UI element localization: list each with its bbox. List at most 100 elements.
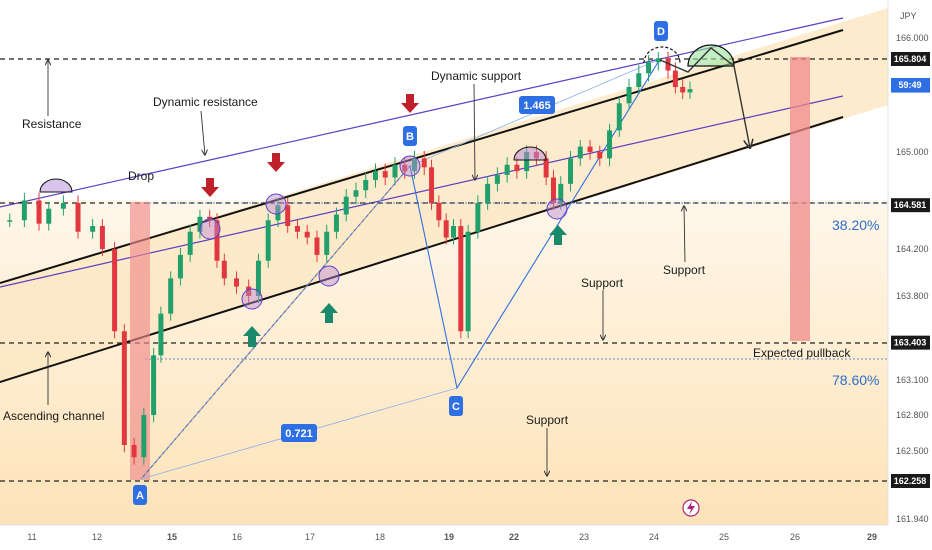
y-level-tags: 165.804 164.581 163.403 162.258 bbox=[891, 52, 930, 488]
touch-circle bbox=[399, 155, 421, 177]
projection-path bbox=[659, 47, 750, 148]
candle-body bbox=[131, 445, 137, 458]
y-tick-label: 161.940 bbox=[896, 514, 929, 524]
price-level-text: 165.804 bbox=[894, 54, 927, 64]
candle-body bbox=[504, 164, 510, 175]
touch-circle bbox=[318, 265, 340, 287]
candle-body bbox=[294, 226, 300, 232]
candle-body bbox=[616, 103, 622, 131]
candle-body bbox=[158, 313, 164, 356]
y-tick-label: 163.800 bbox=[896, 291, 929, 301]
x-tick-label: 25 bbox=[719, 532, 729, 542]
down-arrow-icon bbox=[201, 178, 219, 197]
down-arrow-icon bbox=[401, 94, 419, 113]
candle-body bbox=[680, 87, 686, 93]
label-expected-pullback: Expected pullback bbox=[753, 346, 851, 360]
candle-body bbox=[90, 226, 96, 232]
candle-body bbox=[197, 216, 203, 232]
lightning-icon[interactable] bbox=[682, 499, 700, 517]
x-tick-label: 15 bbox=[167, 532, 177, 542]
candle-body bbox=[392, 164, 398, 178]
point-c-tag bbox=[449, 396, 463, 416]
candle-body bbox=[465, 231, 471, 332]
candle-body bbox=[46, 208, 52, 224]
touch-circle bbox=[241, 288, 263, 310]
pullback-zone bbox=[790, 57, 810, 341]
candle-body bbox=[255, 260, 261, 296]
candle-body bbox=[333, 214, 339, 232]
label-support-1: Support bbox=[581, 276, 624, 290]
candle-body bbox=[514, 164, 520, 172]
rejection-arc bbox=[513, 146, 547, 161]
candle-body bbox=[187, 231, 193, 255]
rejection-arc bbox=[39, 178, 73, 193]
x-tick-label: 24 bbox=[649, 532, 659, 542]
point-c-label: C bbox=[452, 401, 460, 413]
y-tick-label: 164.200 bbox=[896, 244, 929, 254]
point-a-label: A bbox=[136, 490, 144, 502]
candle-body bbox=[221, 260, 227, 279]
candle-body bbox=[587, 146, 593, 152]
candle-body bbox=[450, 226, 456, 238]
point-b-tag bbox=[403, 126, 417, 146]
label-dynamic-support: Dynamic support bbox=[431, 69, 522, 83]
touch-circle bbox=[265, 193, 287, 215]
price-level-tag bbox=[891, 335, 930, 350]
down-arrow-icon bbox=[267, 153, 285, 172]
candle-body bbox=[597, 152, 603, 159]
x-tick-label: 29 bbox=[867, 532, 877, 542]
touch-markers bbox=[199, 155, 568, 310]
candle-body bbox=[436, 203, 442, 221]
candle-body bbox=[151, 355, 157, 415]
up-arrow-icon bbox=[243, 326, 261, 347]
currency-label: JPY bbox=[900, 11, 917, 21]
touch-circle bbox=[199, 218, 221, 240]
candle-body bbox=[372, 171, 378, 181]
candle-body bbox=[458, 226, 464, 332]
x-ticks: 11 12 15 16 17 18 19 22 23 24 25 26 29 bbox=[27, 532, 877, 542]
down-arrows bbox=[201, 94, 419, 197]
candle-body bbox=[672, 70, 678, 87]
drop-zone bbox=[130, 202, 150, 480]
candle-body bbox=[411, 158, 417, 172]
ratio-cd-text: 1.465 bbox=[523, 100, 551, 112]
candle-body bbox=[655, 58, 661, 63]
candle-body bbox=[177, 254, 183, 279]
candle-body bbox=[687, 89, 693, 93]
x-tick-label: 18 bbox=[375, 532, 385, 542]
candle-body bbox=[646, 62, 652, 74]
candle-body bbox=[21, 200, 27, 221]
candle-body bbox=[36, 200, 42, 224]
countdown-text: 59:49 bbox=[898, 80, 921, 90]
time-axis[interactable] bbox=[0, 525, 888, 550]
x-tick-label: 23 bbox=[579, 532, 589, 542]
candle-body bbox=[402, 164, 408, 172]
candle-body bbox=[443, 220, 449, 238]
candle-body bbox=[141, 415, 147, 458]
y-tick-label: 162.800 bbox=[896, 410, 929, 420]
candle-body bbox=[353, 190, 359, 197]
price-level-text: 164.581 bbox=[894, 200, 927, 210]
x-tick-label: 16 bbox=[232, 532, 242, 542]
candle-body bbox=[265, 220, 271, 261]
fib-786-label: 78.60% bbox=[832, 372, 879, 388]
candle-body bbox=[626, 87, 632, 104]
candle-body bbox=[99, 226, 105, 249]
candle-body bbox=[234, 278, 240, 287]
price-level-tag bbox=[891, 474, 930, 488]
point-d-label: D bbox=[657, 26, 665, 38]
fib-382-label: 38.20% bbox=[832, 217, 879, 233]
touch-circle bbox=[546, 198, 568, 220]
up-arrows bbox=[243, 225, 567, 347]
x-tick-label: 17 bbox=[305, 532, 315, 542]
candle-body bbox=[7, 220, 13, 222]
candle-body bbox=[494, 174, 500, 184]
candle-body bbox=[577, 146, 583, 159]
label-drop: Drop bbox=[128, 169, 154, 183]
candle-body bbox=[485, 183, 491, 203]
ab-dashed bbox=[140, 165, 411, 480]
top-arc-dashed bbox=[643, 46, 681, 64]
candle-body bbox=[285, 205, 291, 226]
label-resistance: Resistance bbox=[22, 117, 82, 131]
